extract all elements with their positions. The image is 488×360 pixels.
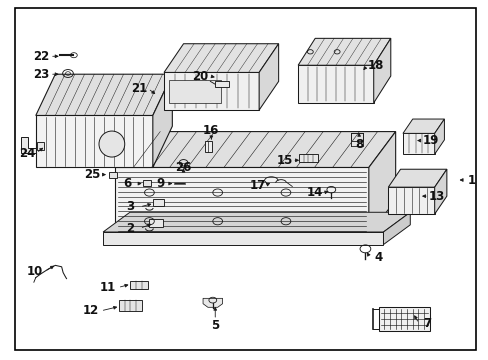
Text: 19: 19 [422, 134, 438, 147]
Text: 22: 22 [33, 50, 49, 63]
Text: 13: 13 [428, 190, 444, 203]
Text: 26: 26 [175, 161, 191, 174]
Text: 20: 20 [192, 69, 208, 82]
Polygon shape [259, 44, 278, 110]
Polygon shape [373, 39, 390, 103]
Polygon shape [434, 169, 446, 214]
Bar [299, 154, 317, 162]
Polygon shape [203, 298, 222, 307]
Text: 2: 2 [125, 222, 134, 235]
Text: 1: 1 [467, 174, 475, 186]
Polygon shape [37, 142, 43, 149]
Polygon shape [378, 307, 429, 330]
Bar [130, 281, 148, 289]
Ellipse shape [99, 131, 124, 157]
Bar [153, 199, 163, 206]
Polygon shape [402, 119, 444, 134]
Text: 23: 23 [33, 68, 49, 81]
Polygon shape [387, 187, 434, 214]
Polygon shape [115, 132, 395, 167]
Polygon shape [434, 119, 444, 154]
Text: 14: 14 [306, 186, 323, 199]
Polygon shape [153, 74, 172, 167]
Text: 10: 10 [27, 265, 43, 278]
Text: 25: 25 [84, 168, 101, 181]
Polygon shape [21, 137, 36, 153]
Polygon shape [387, 169, 446, 187]
Bar [204, 140, 212, 152]
Text: 6: 6 [123, 177, 131, 190]
Bar [149, 220, 163, 226]
Polygon shape [36, 116, 153, 167]
Text: 21: 21 [131, 82, 147, 95]
Polygon shape [115, 167, 368, 235]
Bar [143, 180, 151, 186]
Text: 16: 16 [203, 124, 219, 137]
Polygon shape [103, 232, 383, 244]
Bar [350, 140, 362, 146]
Bar [215, 81, 228, 87]
Text: 12: 12 [82, 305, 99, 318]
Polygon shape [103, 212, 409, 232]
Text: 7: 7 [423, 317, 430, 330]
Bar [109, 172, 117, 178]
Text: 3: 3 [125, 201, 134, 213]
Bar [119, 300, 142, 311]
Text: 18: 18 [367, 59, 384, 72]
Polygon shape [163, 72, 259, 110]
Text: 17: 17 [249, 179, 265, 192]
Polygon shape [368, 132, 395, 235]
Polygon shape [163, 44, 278, 72]
Text: 9: 9 [156, 177, 164, 190]
Text: 4: 4 [374, 251, 382, 264]
Bar [168, 80, 221, 103]
Text: 15: 15 [276, 154, 292, 167]
Polygon shape [298, 39, 390, 65]
Polygon shape [402, 134, 434, 154]
Polygon shape [298, 65, 373, 103]
Text: 8: 8 [354, 138, 363, 150]
Text: 11: 11 [100, 281, 116, 294]
Polygon shape [36, 74, 172, 116]
Text: 5: 5 [211, 319, 219, 332]
Text: 24: 24 [20, 147, 36, 159]
Polygon shape [383, 212, 409, 244]
